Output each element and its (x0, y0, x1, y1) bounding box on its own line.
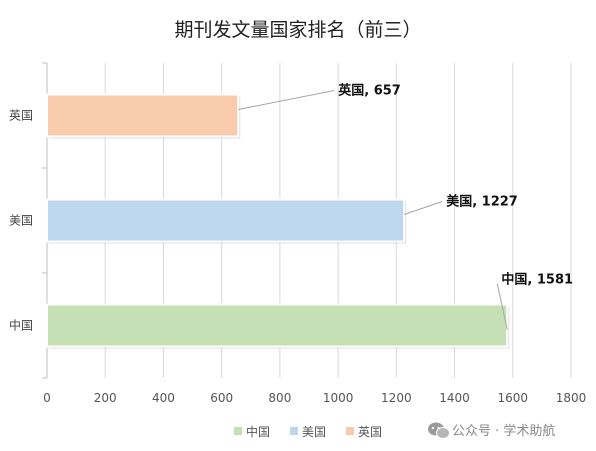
watermark: 公众号 · 学术助航 (428, 422, 555, 439)
bar (46, 198, 406, 243)
x-tick-label: 200 (94, 391, 117, 405)
x-tick-label: 400 (152, 391, 175, 405)
legend-label: 英国 (358, 425, 382, 439)
watermark-text: 公众号 · 学术助航 (452, 423, 555, 439)
category-label: 中国 (9, 318, 33, 333)
data-label: 英国, 657 (337, 83, 401, 99)
bar (46, 303, 509, 348)
x-tick-label: 1400 (439, 391, 470, 405)
chart-title: 期刊发文量国家排名（前三） (174, 19, 421, 41)
legend: 中国 美国 英国 (234, 424, 382, 439)
x-tick-label: 0 (43, 391, 51, 405)
category-label: 英国 (9, 109, 33, 123)
legend-swatch (346, 427, 354, 435)
x-tick-label: 600 (210, 391, 233, 405)
leader-line (238, 90, 335, 110)
legend-label: 美国 (302, 425, 326, 439)
wechat-icon (428, 422, 450, 439)
data-label: 中国, 1581 (501, 272, 573, 288)
bars (46, 93, 510, 349)
legend-swatch (290, 427, 298, 435)
bar (46, 93, 240, 138)
x-tick-label: 1600 (498, 391, 529, 405)
x-tick-label: 1800 (556, 391, 587, 405)
leader-line (404, 201, 443, 215)
leader-line (496, 283, 508, 330)
data-label: 美国, 1227 (446, 194, 518, 210)
legend-swatch (234, 427, 242, 435)
x-tick-label: 800 (268, 391, 291, 405)
x-tick-label: 1200 (381, 391, 412, 405)
legend-label: 中国 (246, 424, 270, 439)
category-label: 美国 (9, 214, 33, 228)
data-labels: 英国, 657 美国, 1227 中国, 1581 (238, 83, 573, 330)
x-tick-label: 1000 (323, 391, 354, 405)
